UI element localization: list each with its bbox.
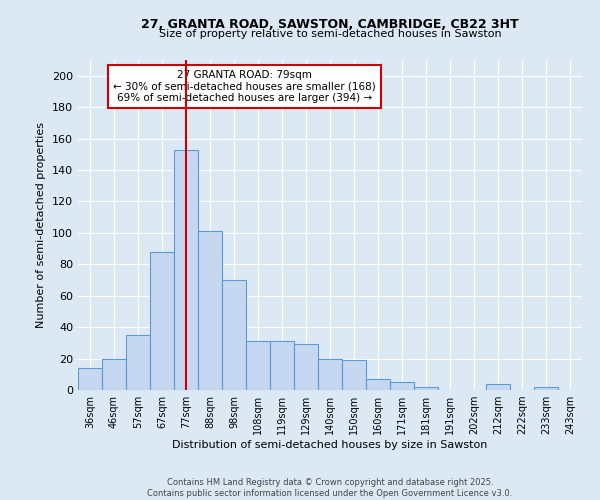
Bar bbox=[342, 360, 366, 390]
Bar bbox=[150, 252, 174, 390]
Bar bbox=[294, 344, 318, 390]
Bar bbox=[198, 232, 222, 390]
Bar bbox=[270, 342, 294, 390]
Bar bbox=[486, 384, 510, 390]
Bar bbox=[390, 382, 414, 390]
Text: Size of property relative to semi-detached houses in Sawston: Size of property relative to semi-detach… bbox=[158, 29, 502, 39]
Text: 27, GRANTA ROAD, SAWSTON, CAMBRIDGE, CB22 3HT: 27, GRANTA ROAD, SAWSTON, CAMBRIDGE, CB2… bbox=[141, 18, 519, 30]
Text: 27 GRANTA ROAD: 79sqm
← 30% of semi-detached houses are smaller (168)
69% of sem: 27 GRANTA ROAD: 79sqm ← 30% of semi-deta… bbox=[113, 70, 376, 103]
Y-axis label: Number of semi-detached properties: Number of semi-detached properties bbox=[37, 122, 46, 328]
Bar bbox=[318, 358, 342, 390]
Bar bbox=[366, 379, 390, 390]
Bar bbox=[534, 387, 558, 390]
Bar bbox=[222, 280, 246, 390]
Bar bbox=[246, 342, 270, 390]
Bar bbox=[78, 368, 102, 390]
Bar bbox=[102, 358, 126, 390]
Text: Contains HM Land Registry data © Crown copyright and database right 2025.
Contai: Contains HM Land Registry data © Crown c… bbox=[148, 478, 512, 498]
Bar bbox=[126, 335, 150, 390]
X-axis label: Distribution of semi-detached houses by size in Sawston: Distribution of semi-detached houses by … bbox=[172, 440, 488, 450]
Bar bbox=[414, 387, 438, 390]
Bar bbox=[174, 150, 198, 390]
